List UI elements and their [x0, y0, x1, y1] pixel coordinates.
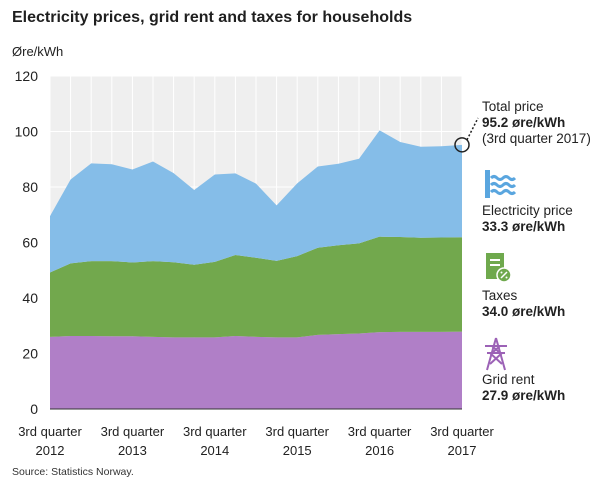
y-axis-unit-label: Øre/kWh — [12, 44, 64, 59]
power-pylon-icon — [485, 337, 507, 371]
area-electricity-price — [50, 130, 462, 273]
area-grid-rent — [50, 331, 462, 409]
legend-total-label: Total price — [482, 99, 544, 114]
x-tick-label: 2014 — [200, 443, 229, 458]
y-tick-label: 60 — [22, 235, 38, 251]
x-tick-label: 2015 — [283, 443, 312, 458]
x-tick-label: 2017 — [448, 443, 477, 458]
legend-grid-value: 27.9 øre/kWh — [482, 388, 566, 403]
legend-total-note: (3rd quarter 2017) — [482, 131, 591, 146]
y-tick-label: 0 — [30, 401, 38, 417]
legend-taxes-value: 34.0 øre/kWh — [482, 304, 566, 319]
x-tick-label: 2013 — [118, 443, 147, 458]
x-tick-label: 2016 — [365, 443, 394, 458]
x-tick-label: 3rd quarter — [18, 424, 82, 439]
area-taxes — [50, 236, 462, 338]
y-tick-label: 40 — [22, 290, 38, 306]
legend-electricity-value: 33.3 øre/kWh — [482, 219, 566, 234]
legend-total-value: 95.2 øre/kWh — [482, 115, 566, 130]
y-tick-label: 100 — [15, 124, 39, 140]
legend-grid-rent: Grid rent 27.9 øre/kWh — [482, 372, 565, 404]
legend-total-price: Total price 95.2 øre/kWh (3rd quarter 20… — [482, 99, 591, 147]
x-tick-label: 3rd quarter — [430, 424, 494, 439]
water-waves-icon — [485, 170, 516, 198]
total-price-leader-line — [466, 117, 479, 141]
legend-electricity: Electricity price 33.3 øre/kWh — [482, 203, 573, 235]
y-tick-label: 80 — [22, 179, 38, 195]
x-tick-label: 3rd quarter — [183, 424, 247, 439]
chart-title: Electricity prices, grid rent and taxes … — [12, 9, 413, 26]
x-tick-label: 3rd quarter — [101, 424, 165, 439]
x-tick-label: 3rd quarter — [265, 424, 329, 439]
total-price-marker — [454, 137, 470, 153]
y-tick-label: 20 — [22, 346, 38, 362]
y-tick-label: 120 — [15, 68, 39, 84]
tax-document-icon — [486, 253, 512, 283]
x-tick-label: 3rd quarter — [348, 424, 412, 439]
legend-taxes-label: Taxes — [482, 288, 518, 303]
source-note: Source: Statistics Norway. — [12, 466, 134, 478]
x-tick-label: 2012 — [36, 443, 65, 458]
legend-grid-label: Grid rent — [482, 372, 535, 387]
legend-taxes: Taxes 34.0 øre/kWh — [482, 288, 565, 320]
legend-electricity-label: Electricity price — [482, 203, 573, 218]
